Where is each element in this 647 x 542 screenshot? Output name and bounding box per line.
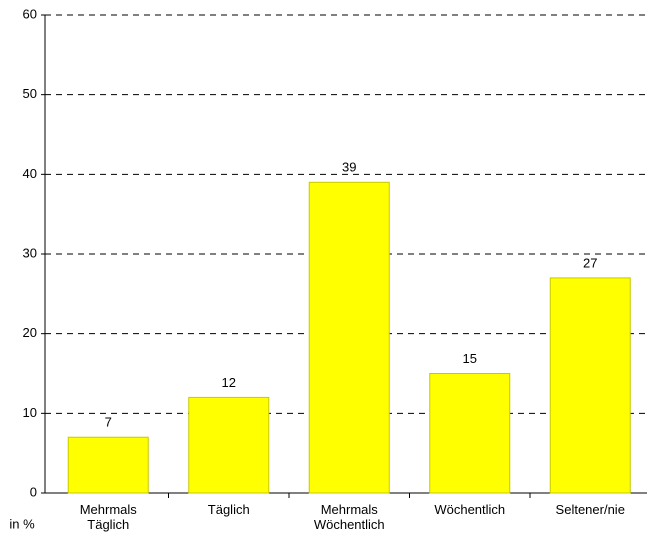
bar bbox=[67, 436, 149, 494]
x-tick-label: Wöchentlich bbox=[434, 502, 505, 517]
y-tick-label: 60 bbox=[23, 6, 37, 21]
data-label: 7 bbox=[105, 415, 112, 430]
x-tick-label: Täglich bbox=[208, 502, 250, 517]
data-label: 15 bbox=[463, 351, 477, 366]
data-label: 27 bbox=[583, 255, 597, 270]
data-label: 39 bbox=[342, 160, 356, 175]
y-tick-label: 40 bbox=[23, 166, 37, 181]
y-tick-label: 50 bbox=[23, 86, 37, 101]
y-tick-label: 0 bbox=[30, 484, 37, 499]
y-tick-label: 20 bbox=[23, 325, 37, 340]
bar bbox=[549, 277, 631, 494]
y-tick-label: 30 bbox=[23, 245, 37, 260]
bar bbox=[188, 396, 270, 494]
x-tick-label: Mehrmals Wöchentlich bbox=[314, 502, 385, 532]
bar bbox=[308, 181, 390, 494]
x-tick-label: Mehrmals Täglich bbox=[80, 502, 138, 532]
y-axis-label: in % bbox=[9, 516, 35, 531]
x-tick-label: Seltener/nie bbox=[556, 502, 625, 517]
data-label: 12 bbox=[222, 375, 236, 390]
bar bbox=[429, 373, 511, 494]
y-tick-label: 10 bbox=[23, 405, 37, 420]
